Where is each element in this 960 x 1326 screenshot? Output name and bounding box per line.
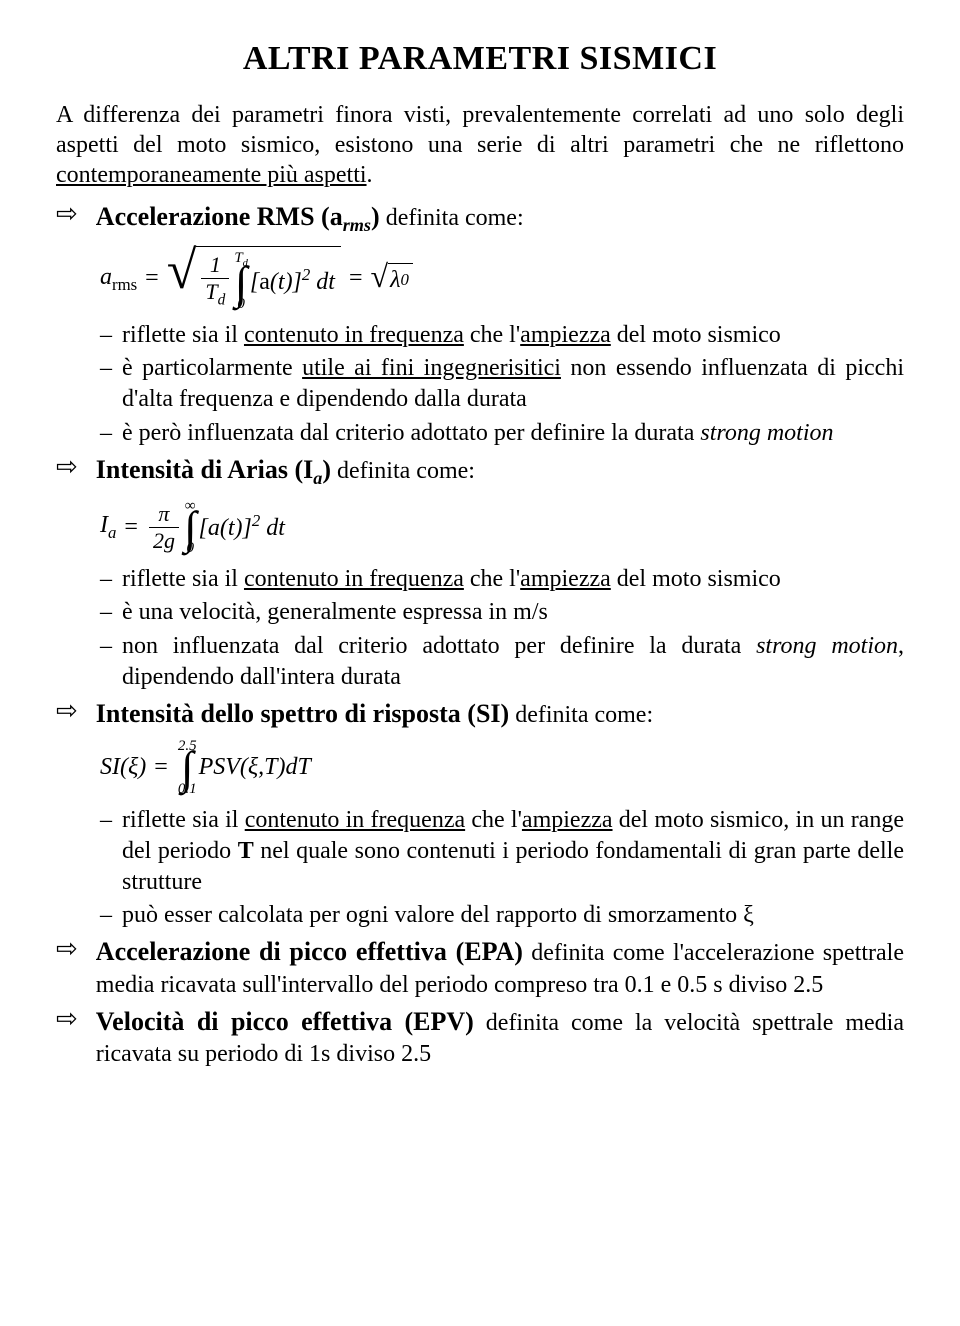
section-epv: ⇨ Velocità di picco effettiva (EPV) defi… — [56, 1005, 904, 1070]
section-epa: ⇨ Accelerazione di picco effettiva (EPA)… — [56, 935, 904, 1000]
section-heading: Accelerazione di picco effettiva (EPA) d… — [96, 935, 904, 1000]
arrow-icon: ⇨ — [56, 453, 78, 482]
section-arias: ⇨ Intensità di Arias (Ia) definita come: — [56, 453, 904, 491]
arrow-icon: ⇨ — [56, 697, 78, 726]
bullets-arias: –riflette sia il contenuto in frequenza … — [100, 564, 904, 693]
bullets-si: –riflette sia il contenuto in frequenza … — [100, 805, 904, 932]
section-heading: Accelerazione RMS (arms) definita come: — [96, 200, 524, 238]
section-si: ⇨ Intensità dello spettro di risposta (S… — [56, 697, 904, 731]
section-heading: Intensità dello spettro di risposta (SI)… — [96, 697, 653, 731]
page-title: ALTRI PARAMETRI SISMICI — [56, 40, 904, 78]
arrow-icon: ⇨ — [56, 1005, 78, 1034]
arrow-icon: ⇨ — [56, 200, 78, 229]
intro-paragraph: A differenza dei parametri finora visti,… — [56, 100, 904, 190]
section-heading: Velocità di picco effettiva (EPV) defini… — [96, 1005, 904, 1070]
section-heading: Intensità di Arias (Ia) definita come: — [96, 453, 475, 491]
arrow-icon: ⇨ — [56, 935, 78, 964]
formula-arias: Ia = π 2g ∞ ∫ 0 [a(t)]2 dt — [100, 499, 904, 557]
formula-arms: arms = √ 1 Td Td ∫ 0 [a(t)]2 dt = √ λ0 — [100, 246, 904, 312]
section-arms: ⇨ Accelerazione RMS (arms) definita come… — [56, 200, 904, 238]
bullets-arms: –riflette sia il contenuto in frequenza … — [100, 320, 904, 449]
formula-si: SI(ξ) = 2.5 ∫ 0.1 PSV(ξ,T)dT — [100, 739, 904, 797]
